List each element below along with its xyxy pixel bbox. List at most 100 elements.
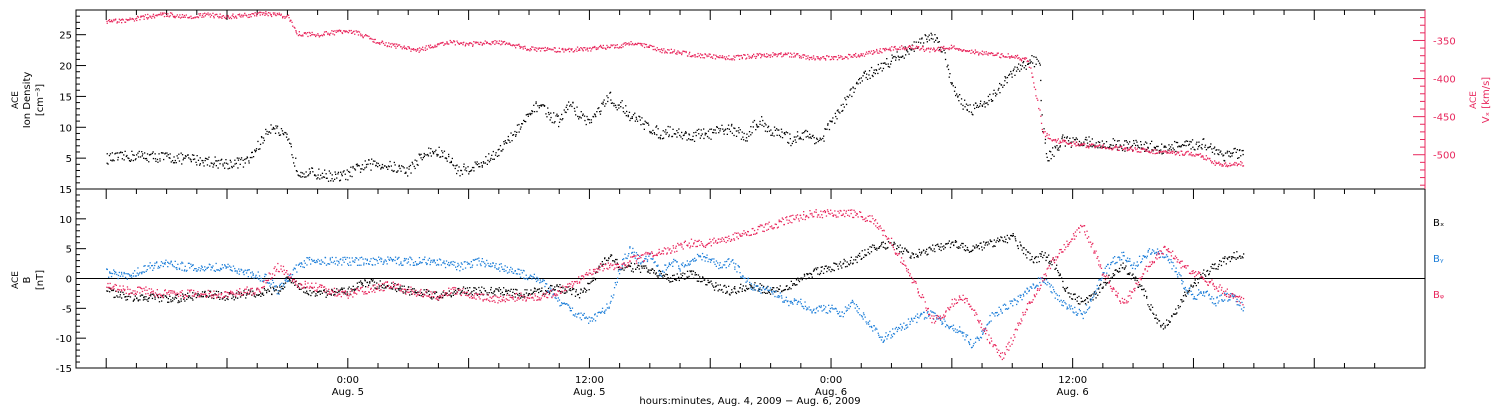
by-point bbox=[167, 266, 169, 268]
bx-point bbox=[1233, 252, 1235, 254]
by-point bbox=[625, 257, 627, 259]
vx-point bbox=[262, 12, 264, 14]
by-point bbox=[243, 273, 245, 276]
vx-point bbox=[1201, 155, 1203, 157]
by-point bbox=[275, 285, 277, 287]
density-point bbox=[354, 168, 356, 170]
density-point bbox=[752, 121, 754, 123]
by-point bbox=[530, 275, 533, 277]
bx-point bbox=[956, 246, 958, 248]
by-point bbox=[279, 285, 281, 287]
density-point bbox=[997, 89, 999, 91]
bx-point bbox=[442, 291, 444, 293]
vx-point bbox=[441, 42, 443, 44]
bx-point bbox=[1064, 289, 1066, 291]
by-point bbox=[537, 279, 539, 281]
bx-point bbox=[318, 291, 320, 293]
vx-point bbox=[291, 21, 293, 23]
vx-point bbox=[230, 17, 233, 20]
density-point bbox=[629, 119, 631, 122]
density-point bbox=[329, 172, 332, 174]
bx-point bbox=[1059, 273, 1061, 275]
bx-point bbox=[364, 280, 366, 282]
bx-point bbox=[414, 292, 416, 294]
density-point bbox=[771, 132, 774, 134]
bx-point bbox=[420, 291, 423, 294]
density-point bbox=[365, 166, 368, 168]
bx-point bbox=[205, 295, 207, 297]
bx-point bbox=[488, 292, 490, 294]
bx-point bbox=[518, 295, 520, 297]
density-point bbox=[936, 37, 938, 39]
vx-point bbox=[550, 49, 552, 51]
bx-point bbox=[464, 292, 466, 294]
density-point bbox=[456, 164, 458, 166]
vx-point bbox=[681, 53, 683, 56]
density-point bbox=[412, 163, 414, 165]
density-point bbox=[367, 163, 369, 165]
vx-point bbox=[950, 48, 952, 50]
vx-point bbox=[155, 14, 157, 17]
bx-point bbox=[677, 277, 680, 279]
density-point bbox=[543, 105, 546, 107]
bx-point bbox=[1205, 275, 1207, 277]
bx-point bbox=[1223, 261, 1225, 263]
by-point bbox=[484, 266, 486, 268]
by-point bbox=[144, 265, 146, 267]
vx-point bbox=[490, 43, 492, 46]
density-point bbox=[837, 109, 839, 111]
vx-point bbox=[793, 52, 795, 54]
bx-point bbox=[375, 287, 377, 290]
bx-point bbox=[1224, 256, 1226, 258]
vx-point bbox=[954, 47, 956, 50]
bx-point bbox=[165, 295, 167, 297]
vx-point bbox=[130, 18, 132, 21]
by-point bbox=[519, 276, 522, 278]
density-point bbox=[620, 106, 622, 108]
vx-point bbox=[1212, 162, 1215, 165]
bx-point bbox=[705, 284, 707, 286]
bx-point bbox=[266, 290, 268, 292]
vx-point bbox=[634, 42, 637, 45]
density-point bbox=[569, 105, 571, 107]
density-point bbox=[921, 38, 923, 40]
by-point bbox=[546, 283, 548, 285]
bx-point bbox=[870, 251, 873, 253]
density-point bbox=[166, 155, 168, 157]
vx-point bbox=[408, 47, 410, 50]
by-point bbox=[244, 269, 246, 271]
bx-point bbox=[126, 298, 129, 301]
vx-point bbox=[583, 47, 585, 49]
by-point bbox=[111, 272, 114, 275]
density-point bbox=[951, 82, 953, 84]
density-point bbox=[424, 154, 426, 156]
bx-point bbox=[1017, 247, 1019, 250]
bx-point bbox=[977, 245, 980, 247]
bx-point bbox=[595, 271, 598, 273]
vx-point bbox=[1160, 151, 1162, 153]
bx-point bbox=[503, 287, 505, 289]
by-point bbox=[272, 282, 275, 284]
vx-point bbox=[1019, 58, 1022, 60]
by-point bbox=[127, 273, 129, 275]
density-point bbox=[572, 101, 574, 103]
density-point bbox=[906, 50, 908, 52]
vx-point bbox=[732, 58, 734, 60]
density-point bbox=[653, 132, 655, 134]
vx-point bbox=[740, 54, 743, 57]
density-point bbox=[197, 159, 200, 161]
bx-point bbox=[616, 258, 618, 261]
vx-point bbox=[573, 51, 575, 53]
by-point bbox=[521, 272, 523, 274]
bx-point bbox=[1076, 300, 1078, 302]
vx-point bbox=[688, 53, 690, 55]
by-point bbox=[406, 262, 408, 264]
bx-point bbox=[1141, 285, 1143, 287]
vx-point bbox=[502, 41, 504, 44]
by-point bbox=[123, 271, 125, 274]
bx-point bbox=[783, 289, 786, 291]
vx-point bbox=[476, 42, 478, 44]
density-point bbox=[1187, 144, 1190, 146]
vx-point bbox=[1008, 56, 1010, 58]
density-point bbox=[542, 104, 545, 106]
